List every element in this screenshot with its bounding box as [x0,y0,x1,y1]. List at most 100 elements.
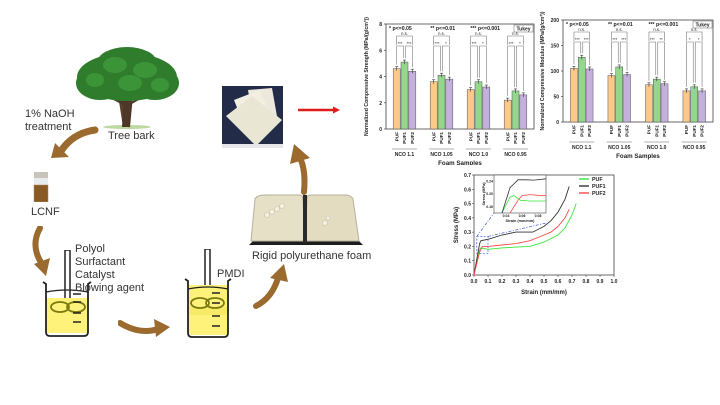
bar-puf2 [698,90,706,123]
svg-text:0.1: 0.1 [485,279,492,285]
svg-text:PUF2: PUF2 [662,125,667,137]
svg-text:PUF2: PUF2 [521,132,526,144]
process-arrow-beaker-to-beaker [118,315,173,340]
svg-text:0.6: 0.6 [464,187,471,193]
bar-puf [570,68,578,123]
svg-text:100: 100 [551,69,560,75]
svg-text:NCO 0.95: NCO 0.95 [683,145,705,151]
svg-text:PUF: PUF [431,132,436,141]
rigid-foam-label: Rigid polyurethane foam [252,250,372,262]
svg-text:200: 200 [551,18,560,24]
svg-text:PUF2: PUF2 [484,132,489,144]
process-arrow-lcnf-to-beaker [28,226,58,278]
svg-text:0.3: 0.3 [464,230,471,236]
bar-puf2 [408,71,417,130]
svg-text:n.s.: n.s. [578,27,585,32]
foam-samples-photo [222,86,283,148]
y-axis-label: Stress (MPa) [454,207,460,243]
bar-puf2 [660,83,669,123]
svg-text:0.9: 0.9 [597,279,604,285]
svg-text:PUF: PUF [592,177,603,183]
svg-text:* p<=0.05: * p<=0.05 [566,22,589,28]
svg-text:PUF1: PUF1 [654,125,659,137]
y-axis-label: Normalized Compressive Strength (MPa/(g/… [364,17,370,136]
bar-puf [503,99,512,130]
line-puf2 [473,209,570,276]
svg-text:0.7: 0.7 [464,173,471,179]
additive-blowing-agent: Blowing agent [75,282,145,294]
lcnf-vial-image [33,172,49,202]
svg-text:0.4: 0.4 [464,216,471,222]
lcnf-label: LCNF [31,206,60,218]
svg-text:PUF1: PUF1 [476,132,481,144]
svg-text:PUF1: PUF1 [513,132,518,144]
svg-text:PUF1: PUF1 [579,125,584,137]
svg-text:0.4: 0.4 [527,279,534,285]
bar-puf [392,68,401,130]
svg-text:0.2: 0.2 [464,244,471,250]
svg-text:PUF1: PUF1 [592,184,606,190]
svg-text:***: *** [621,37,626,42]
additive-catalyst: Catalyst [75,269,115,281]
svg-text:1.0: 1.0 [611,279,618,285]
svg-text:0.16: 0.16 [486,205,493,209]
rigid-foam-image [245,193,365,249]
svg-text:*** p<=0.001: *** p<=0.001 [649,22,679,28]
additive-surfactant: Surfactant [75,256,126,268]
red-arrow-to-results [298,105,340,115]
bar-puf2 [519,94,528,130]
naoh-line-2: treatment [25,121,72,133]
bar-puf1 [437,74,446,130]
svg-text:PUF1: PUF1 [617,125,622,137]
svg-text:0.06: 0.06 [519,214,526,218]
bar-puf1 [474,81,483,130]
svg-text:n.s.: n.s. [653,27,660,32]
svg-text:n.s.: n.s. [475,31,482,36]
svg-text:***: *** [398,41,403,46]
svg-text:PUF2: PUF2 [410,132,415,144]
svg-text:PUF2: PUF2 [587,125,592,137]
svg-text:***: *** [575,37,580,42]
pmdi-label: PMDI [217,268,245,280]
svg-text:*: * [698,37,700,42]
svg-text:8: 8 [379,22,382,28]
svg-text:NCO 1.0: NCO 1.0 [469,152,489,158]
bar-puf2 [445,78,454,130]
svg-text:PUF1: PUF1 [439,132,444,144]
svg-text:0.0: 0.0 [471,279,478,285]
bar-puf2 [482,86,491,130]
bar-puf2 [585,68,594,123]
bar-puf1 [578,56,586,123]
svg-text:n.s.: n.s. [691,27,698,32]
svg-text:Stress (MPa): Stress (MPa) [482,182,486,206]
bar-puf1 [653,78,661,123]
svg-text:***: *** [509,41,514,46]
naoh-treatment-label: 1% NaOH treatment [25,108,75,134]
svg-text:NCO 1.05: NCO 1.05 [608,145,630,151]
svg-text:** p<=0.01: ** p<=0.01 [608,22,633,28]
svg-text:0.20: 0.20 [486,192,493,196]
svg-text:n.s.: n.s. [401,31,408,36]
svg-text:0.6: 0.6 [555,279,562,285]
svg-text:NCO 1.0: NCO 1.0 [647,145,667,151]
process-arrow-beaker-to-foam [252,262,292,312]
svg-text:Tukey: Tukey [516,26,530,32]
svg-text:*: * [445,41,447,46]
y-axis-label: Normalized Compressive Modulus (MPa/(g/c… [540,11,546,130]
svg-text:PUF2: PUF2 [625,125,630,137]
bar-puf1 [615,66,623,123]
bar-puf [645,84,653,123]
svg-text:0.3: 0.3 [513,279,520,285]
svg-text:***: *** [472,41,477,46]
stress-strain-chart: 0.0 0.1 0.2 0.3 0.4 0.5 0.6 0.7 0.8 0.9 1.0 0.0 0.1 0… [440,165,630,305]
beaker-mixing-polyol [40,250,100,340]
svg-text:*: * [689,37,691,42]
svg-text:***: *** [612,37,617,42]
svg-text:PUF: PUF [468,132,473,141]
svg-text:0: 0 [556,120,559,126]
svg-text:50: 50 [553,95,559,101]
svg-text:NCO 1.1: NCO 1.1 [395,152,415,158]
svg-text:PUF: PUF [647,125,652,134]
svg-text:** p<=0.01: ** p<=0.01 [430,26,455,32]
svg-text:**: ** [660,37,664,42]
